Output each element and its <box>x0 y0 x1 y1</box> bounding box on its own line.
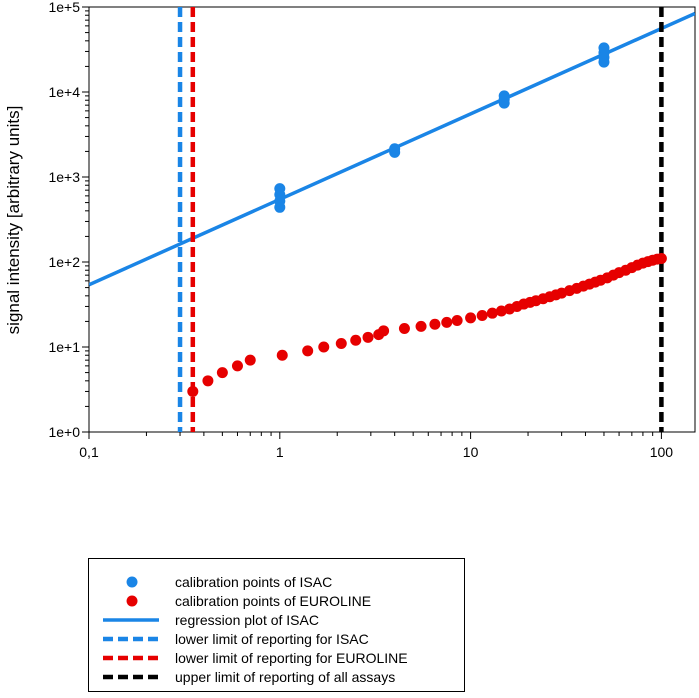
data-point <box>202 375 214 387</box>
legend-swatch <box>103 655 159 661</box>
y-tick-label: 1e+3 <box>48 169 80 185</box>
legend-item: calibration points of ISAC <box>89 573 464 591</box>
legend-swatch <box>103 618 159 622</box>
legend-item: calibration points of EUROLINE <box>89 592 464 610</box>
y-tick-label: 1e+1 <box>48 339 80 355</box>
legend-swatch <box>103 674 159 680</box>
data-point <box>318 341 330 353</box>
data-point <box>598 42 610 54</box>
data-point <box>415 320 427 332</box>
legend-swatch <box>126 576 138 588</box>
y-axis-label: signal intensity [arbitrary units] <box>4 106 23 335</box>
data-point <box>274 183 286 195</box>
legend-swatch <box>103 636 159 642</box>
legend-swatch <box>126 595 138 607</box>
y-tick-label: 1e+4 <box>48 84 80 100</box>
y-tick-label: 1e+0 <box>48 424 80 440</box>
data-point <box>389 143 401 155</box>
data-point <box>187 385 199 397</box>
data-point <box>335 337 347 349</box>
data-point <box>429 318 441 330</box>
data-point <box>465 312 477 324</box>
legend-item: regression plot of ISAC <box>89 611 464 629</box>
data-point <box>231 360 243 372</box>
x-tick-label: 10 <box>463 444 479 460</box>
legend-label: calibration points of ISAC <box>175 574 333 590</box>
data-point <box>302 345 314 357</box>
legend-label: lower limit of reporting for EUROLINE <box>175 650 408 666</box>
legend-item: lower limit of reporting for ISAC <box>89 630 464 648</box>
data-point <box>441 316 453 328</box>
x-tick-label: 100 <box>650 444 674 460</box>
data-point <box>378 325 390 337</box>
plot-frame <box>88 6 696 433</box>
legend-label: upper limit of reporting of all assays <box>175 669 396 685</box>
legend-item: upper limit of reporting of all assays <box>89 668 464 686</box>
legend-label: calibration points of EUROLINE <box>175 593 372 609</box>
data-point <box>362 331 374 343</box>
x-tick-label: 1 <box>276 444 284 460</box>
data-point <box>398 323 410 335</box>
legend-dot-marker <box>126 576 138 588</box>
legend-item: lower limit of reporting for EUROLINE <box>89 649 464 667</box>
y-tick-label: 1e+2 <box>48 254 80 270</box>
legend-dot-marker <box>126 595 138 607</box>
data-point <box>655 252 667 264</box>
chart: 0,1 1 10 100 1e+0 1e+1 1e+2 1e+3 1e+4 1e+5 signal… <box>4 0 696 460</box>
data-point <box>498 90 510 102</box>
data-point <box>276 349 288 361</box>
data-point <box>486 307 498 319</box>
legend-label: lower limit of reporting for ISAC <box>175 631 369 647</box>
data-point <box>350 334 362 346</box>
data-point <box>476 309 488 321</box>
y-tick-label: 1e+5 <box>48 0 80 15</box>
x-tick-label: 0,1 <box>79 444 99 460</box>
data-point <box>451 315 463 327</box>
legend-label: regression plot of ISAC <box>175 612 319 628</box>
data-point <box>216 367 228 379</box>
legend: calibration points of ISAC calibration po… <box>88 558 465 692</box>
data-point <box>244 354 256 366</box>
